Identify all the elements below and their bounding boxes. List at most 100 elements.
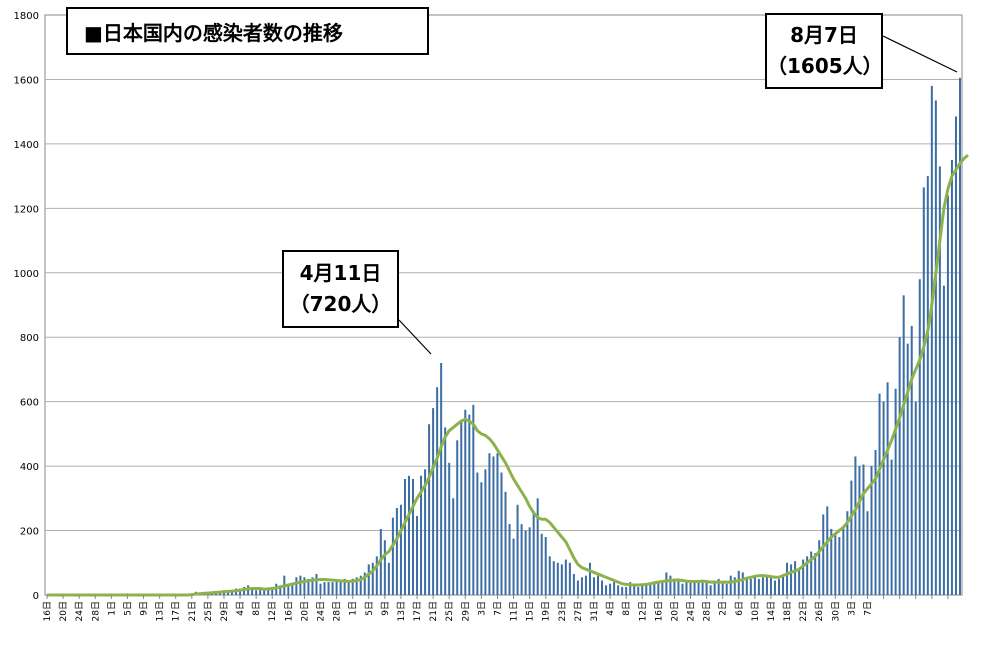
bar xyxy=(814,553,817,595)
bar xyxy=(946,195,949,595)
bar xyxy=(363,572,366,595)
bar xyxy=(709,585,712,595)
bar xyxy=(464,409,467,595)
bar xyxy=(343,578,346,595)
x-tick-label: 20日 xyxy=(299,601,310,621)
bar xyxy=(351,578,354,595)
x-tick-label: 13日 xyxy=(396,601,407,621)
bar xyxy=(689,582,692,595)
bar xyxy=(613,582,616,595)
bar xyxy=(733,577,736,595)
bar xyxy=(657,582,660,595)
bar xyxy=(810,551,813,595)
bar xyxy=(556,562,559,595)
bar xyxy=(725,583,728,595)
x-axis: 16日 20日 24日 28日 1日 5日 9日 13日 17日 21日 25日 29日 4日 8日 12日… xyxy=(42,595,949,621)
bar xyxy=(303,577,306,595)
chart-title: ■日本国内の感染者数の推移 xyxy=(66,7,429,55)
bar xyxy=(898,337,901,595)
x-tick-label: 1日 xyxy=(348,601,359,616)
bar xyxy=(713,580,716,595)
bar xyxy=(572,574,575,595)
x-tick-label: 29日 xyxy=(219,601,230,621)
bar xyxy=(560,564,563,595)
x-tick-label: 4日 xyxy=(235,601,246,616)
bar xyxy=(769,577,772,595)
bar xyxy=(576,580,579,595)
x-tick-label: 24日 xyxy=(74,601,85,621)
annotation-august-count: （1605人） xyxy=(767,54,883,78)
x-tick-label: 12日 xyxy=(267,601,278,621)
bar xyxy=(536,498,539,595)
x-tick-label: 9日 xyxy=(139,601,150,616)
x-tick-label: 4日 xyxy=(605,601,616,616)
bar xyxy=(854,456,857,595)
bar xyxy=(259,588,262,595)
bar xyxy=(886,382,889,595)
bar xyxy=(375,556,378,595)
bar xyxy=(894,388,897,595)
y-tick-label: 1200 xyxy=(14,204,39,215)
bar xyxy=(890,459,893,595)
bar xyxy=(866,511,869,595)
bar xyxy=(428,424,431,595)
bar xyxy=(850,480,853,595)
bar xyxy=(862,464,865,595)
bar xyxy=(870,466,873,595)
y-tick-label: 1400 xyxy=(14,140,39,151)
bar xyxy=(496,453,499,595)
bar xyxy=(588,562,591,595)
x-tick-label: 22日 xyxy=(798,601,809,621)
bar xyxy=(794,561,797,595)
x-tick-label: 6日 xyxy=(734,601,745,616)
bar xyxy=(653,582,656,595)
bar xyxy=(480,482,483,595)
x-tick-label: 28日 xyxy=(332,601,343,621)
bar xyxy=(564,559,567,595)
bar xyxy=(749,578,752,595)
bar xyxy=(255,590,258,595)
x-tick-label: 31日 xyxy=(589,601,600,621)
bar xyxy=(934,100,937,595)
bar xyxy=(287,585,290,595)
bar xyxy=(335,580,338,595)
x-tick-label: 23日 xyxy=(557,601,568,621)
bar xyxy=(729,575,732,595)
bar xyxy=(552,561,555,595)
x-tick-label: 1日 xyxy=(106,601,117,616)
x-tick-label: 25日 xyxy=(203,601,214,621)
x-tick-label: 28日 xyxy=(702,601,713,621)
bar xyxy=(532,511,535,595)
bar xyxy=(436,387,439,595)
bar xyxy=(580,577,583,595)
bar xyxy=(339,580,342,595)
bar xyxy=(701,580,704,595)
bar xyxy=(681,583,684,595)
bar xyxy=(878,393,881,595)
x-tick-label: 21日 xyxy=(428,601,439,621)
bar xyxy=(412,479,415,595)
bar xyxy=(420,475,423,595)
bar xyxy=(407,475,410,595)
bar xyxy=(251,588,254,595)
bar xyxy=(460,421,463,595)
bar xyxy=(391,517,394,595)
bar xyxy=(327,582,330,595)
x-tick-label: 25日 xyxy=(444,601,455,621)
bar xyxy=(592,577,595,595)
bar xyxy=(741,572,744,595)
bar xyxy=(693,580,696,595)
bar xyxy=(822,514,825,595)
bar-series xyxy=(126,77,961,596)
bar xyxy=(488,453,491,595)
bar xyxy=(798,569,801,595)
x-tick-label: 28日 xyxy=(90,601,101,621)
x-tick-label: 18日 xyxy=(782,601,793,621)
bar xyxy=(315,574,318,595)
bar xyxy=(617,585,620,595)
bar xyxy=(520,524,523,595)
bar xyxy=(954,116,957,595)
annotation-april-peak: 4月11日 （720人） xyxy=(282,250,399,328)
bar xyxy=(830,528,833,595)
callout-pointer-apr xyxy=(398,319,432,355)
